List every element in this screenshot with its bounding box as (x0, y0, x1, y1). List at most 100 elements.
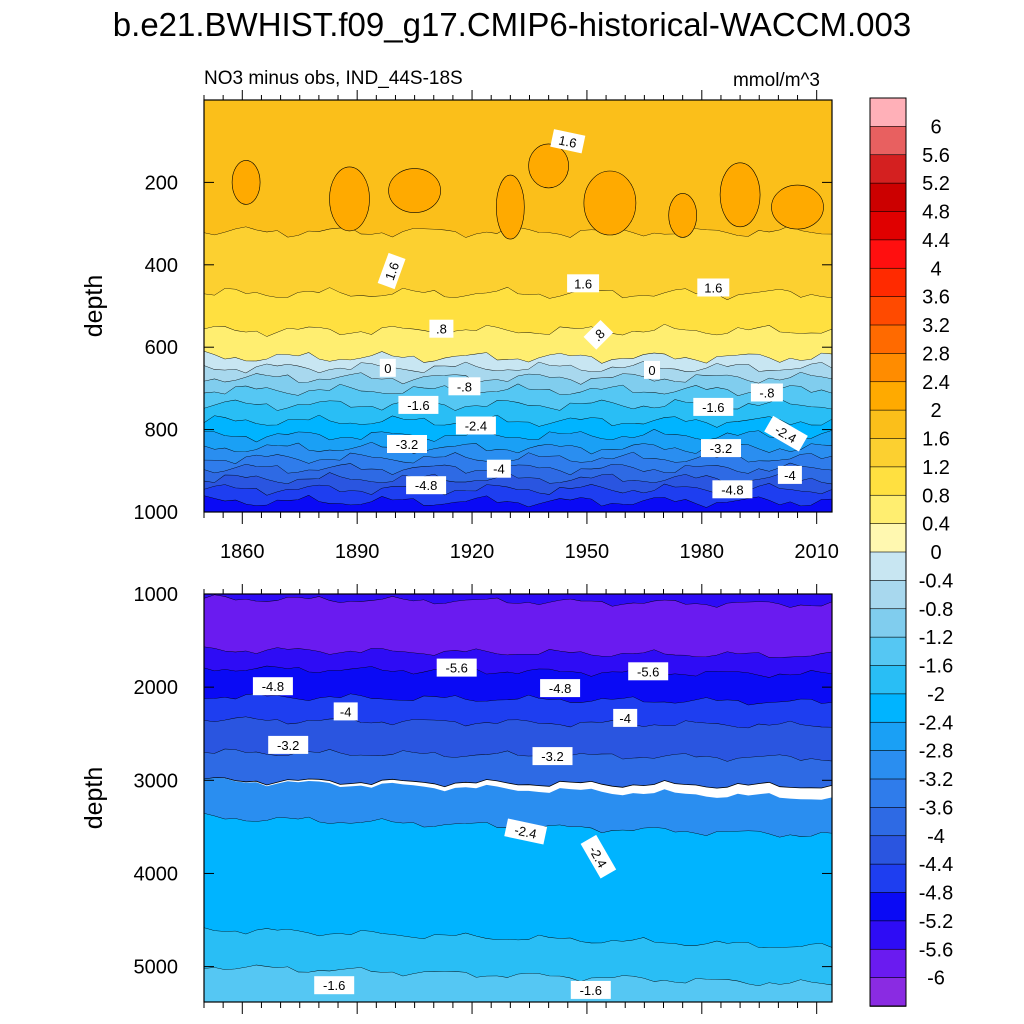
y-tick-label: 800 (145, 420, 178, 442)
contour-band (204, 927, 832, 986)
contour-band (204, 813, 832, 948)
contour-label: -.8 (750, 383, 783, 402)
contour-label: -1.6 (570, 980, 611, 999)
contour-label: -3.2 (701, 439, 741, 458)
contour-blob (668, 193, 698, 238)
contour-label-background (580, 834, 617, 879)
upper-y-axis-label: depth (80, 275, 108, 338)
colorbar-segment (869, 126, 907, 156)
y-tick-label: 3000 (134, 770, 179, 792)
contour-label-background (455, 416, 496, 435)
contour-label-background (750, 383, 783, 402)
y-tick-label: 1000 (134, 584, 179, 606)
contour-label-background (693, 397, 734, 416)
colorbar-segment (869, 438, 907, 468)
contour-label: 0 (379, 358, 396, 377)
figure-title: b.e21.BWHIST.f09_g17.CMIP6-historical-WA… (113, 6, 911, 43)
contour-label-text: -2.4 (465, 419, 487, 434)
contour-blob (771, 184, 824, 230)
contour-label-text: 0 (384, 361, 391, 376)
contour-label-text: -4.8 (721, 482, 743, 497)
colorbar-segment (869, 353, 907, 383)
y-tick-label: 200 (145, 172, 178, 194)
upper-plot-frame (203, 99, 833, 513)
y-tick-label: 4000 (134, 863, 179, 885)
contour-label-background (701, 439, 741, 458)
contour-label-text: -.8 (457, 379, 472, 394)
contour-label-text: -4 (340, 704, 352, 719)
contour-label-text: -3.2 (396, 437, 418, 452)
upper-plot-area: 1.61.61.6 1.6.8.80 0-.8 -.8-1.6 -1.6-2.4 -2.4… (204, 100, 832, 512)
contour-label-background (540, 679, 581, 698)
colorbar-tick-label: 2 (930, 400, 941, 422)
lower-y-axis-label: depth (80, 767, 108, 830)
contour-band (204, 442, 832, 464)
contour-label-background (387, 435, 427, 453)
contour-label: 1.6 (567, 274, 600, 293)
colorbar-segment (869, 807, 907, 837)
contour-label-background (252, 677, 293, 696)
contour-line (204, 777, 832, 789)
contour-label-text: -4 (493, 462, 505, 477)
colorbar-segment (869, 693, 907, 724)
colorbar-segment (869, 778, 907, 809)
colorbar-segment (869, 296, 907, 326)
contour-band (204, 595, 832, 658)
y-tick-label: 1000 (134, 502, 179, 524)
units-label: mmol/m^3 (733, 70, 820, 91)
contour-band (204, 351, 832, 374)
colorbar-segment (869, 97, 907, 128)
colorbar-segment (869, 494, 907, 525)
contour-band (204, 594, 832, 608)
colorbar-tick-label: 2.8 (922, 343, 950, 365)
colorbar-tick-label: 0 (930, 542, 941, 564)
colorbar-tick-label: -0.8 (919, 599, 953, 621)
contour-label-text: 1.6 (557, 132, 578, 150)
contour-label-background (532, 747, 573, 766)
colorbar-tick-label: -4 (927, 826, 945, 848)
contour-label-text: 1.6 (704, 281, 722, 296)
contour-label-text: -4.8 (415, 478, 437, 493)
contour-label: -.8 (448, 377, 481, 396)
colorbar-segment (869, 920, 907, 951)
contour-label: -4 (777, 465, 802, 484)
colorbar-segment (869, 267, 907, 298)
contour-band (204, 372, 832, 396)
contour-label-background (314, 976, 355, 995)
x-tick-label: 1950 (565, 541, 610, 563)
contour-label: -5.6 (628, 662, 669, 681)
contour-label-text: -5.6 (637, 664, 659, 679)
contour-label-background (550, 129, 586, 154)
contour-label: -2.4 (504, 818, 548, 845)
lower-plot-area: -5.6 -5.6-4.8 -4.8-4 -4-3.2-3.2-2.4-2.4-1.6… (204, 594, 832, 1002)
contour-label-background (268, 735, 309, 754)
x-tick-label: 1890 (335, 541, 380, 563)
contour-label-text: .8 (436, 322, 447, 337)
colorbar-segment (869, 977, 907, 1007)
contour-label-text: -4 (619, 711, 631, 726)
contour-label-background (697, 278, 730, 297)
colorbar-segment (869, 324, 907, 355)
contour-band (204, 717, 832, 762)
contour-blob (495, 174, 525, 240)
colorbar-tick-label: 0.4 (922, 514, 950, 536)
contour-label: -4.8 (252, 677, 293, 696)
contour-blob (528, 143, 569, 189)
contour-label: -3.2 (532, 747, 573, 766)
colorbar-segment (869, 636, 907, 667)
colorbar-tick-label: -2.4 (919, 712, 953, 734)
contour-label-background (613, 708, 638, 727)
contour-label: -3.2 (268, 735, 309, 754)
contour-band (204, 472, 832, 496)
x-tick-label: 2010 (794, 541, 839, 563)
contour-label: 1.6 (550, 129, 586, 154)
contour-band (204, 324, 832, 364)
contour-band (204, 361, 832, 385)
contour-label-background (333, 702, 358, 721)
colorbar-tick-label: -0.4 (919, 570, 953, 592)
contour-blob (583, 170, 637, 236)
colorbar-segment (869, 211, 907, 241)
contour-band (204, 399, 832, 428)
contour-label-text: -4.8 (262, 679, 284, 694)
